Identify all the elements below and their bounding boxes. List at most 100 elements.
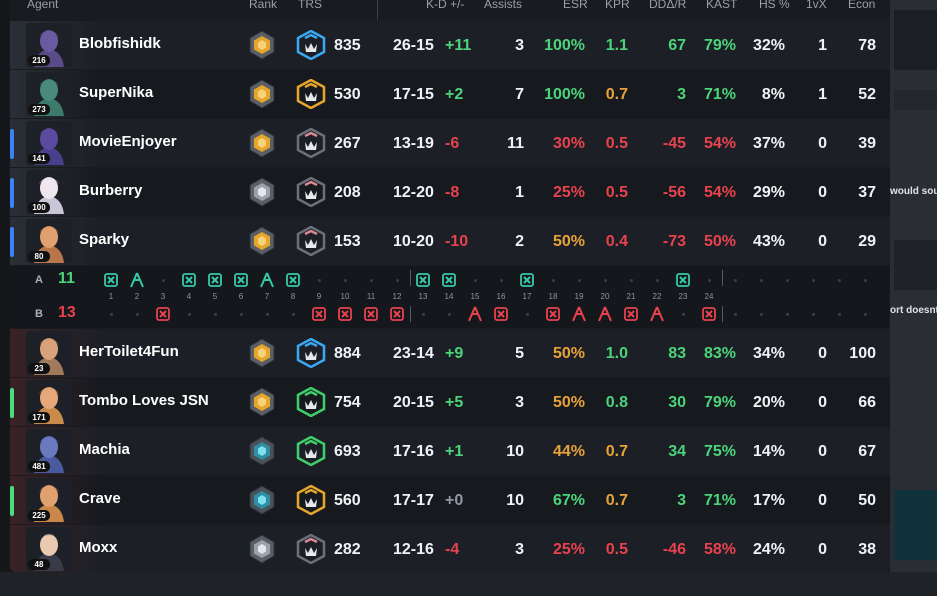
player-row[interactable]: 80 Sparky 153 10-20 -10 2 50% 0.4 -73 50… <box>10 217 890 265</box>
round-empty-dot <box>552 279 555 282</box>
spike-defuse-icon[interactable] <box>467 306 483 322</box>
header-assists[interactable]: Assists <box>484 0 523 11</box>
round-empty-dot <box>630 279 633 282</box>
plus-minus-value: +9 <box>445 345 464 362</box>
elimination-icon[interactable] <box>441 272 457 288</box>
esr-value: 25% <box>552 184 585 201</box>
player-name[interactable]: Moxx <box>79 539 118 556</box>
kpr-value: 1.1 <box>605 37 628 54</box>
round-empty-dot <box>292 313 295 316</box>
half-divider <box>410 270 411 286</box>
kast-value: 71% <box>703 492 736 509</box>
onevx-value: 0 <box>818 443 827 460</box>
player-row[interactable]: 216 Blobfishidk 835 26-15 +11 3 100% 1.1… <box>10 21 890 69</box>
spike-defuse-icon[interactable] <box>597 306 613 322</box>
agent-avatar: 48 <box>26 527 72 571</box>
round-empty-dot <box>136 313 139 316</box>
round-number: 1 <box>108 292 114 301</box>
spike-defuse-icon[interactable] <box>649 306 665 322</box>
player-name[interactable]: MovieEnjoyer <box>79 133 177 150</box>
row-accent <box>10 227 14 257</box>
gold-rank-icon <box>247 128 277 158</box>
plus-minus-value: -4 <box>445 541 460 558</box>
header-kd[interactable]: K-D +/- <box>426 0 465 11</box>
player-row[interactable]: 141 MovieEnjoyer 267 13-19 -6 11 30% 0.5… <box>10 119 890 167</box>
elimination-icon[interactable] <box>207 272 223 288</box>
spike-defuse-icon[interactable] <box>259 272 275 288</box>
player-row[interactable]: 23 HerToilet4Fun 884 23-14 +9 5 50% 1.0 … <box>10 329 890 377</box>
gold-rank-icon <box>247 30 277 60</box>
round-empty-dot <box>812 279 815 282</box>
player-name[interactable]: Blobfishidk <box>79 35 161 52</box>
round-number: 12 <box>392 292 402 301</box>
player-name[interactable]: Sparky <box>79 231 130 248</box>
player-name[interactable]: Crave <box>79 490 121 507</box>
elimination-icon[interactable] <box>155 306 171 322</box>
esr-value: 25% <box>552 541 585 558</box>
header-agent[interactable]: Agent <box>27 0 59 11</box>
player-name[interactable]: Burberry <box>79 182 143 199</box>
elimination-icon[interactable] <box>181 272 197 288</box>
elimination-icon[interactable] <box>337 306 353 322</box>
header-kast[interactable]: KAST <box>706 0 738 11</box>
trs-value: 282 <box>334 541 361 558</box>
header-esr[interactable]: ESR <box>563 0 588 11</box>
player-row[interactable]: 481 Machia 693 17-16 +1 10 44% 0.7 34 75… <box>10 427 890 475</box>
overtime-divider <box>722 270 723 286</box>
round-empty-dot <box>214 313 217 316</box>
spike-defuse-icon[interactable] <box>129 272 145 288</box>
header-hs[interactable]: HS % <box>759 0 790 11</box>
econ-value: 78 <box>858 37 876 54</box>
spike-defuse-icon[interactable] <box>571 306 587 322</box>
kast-value: 71% <box>703 86 736 103</box>
kast-value: 79% <box>703 394 736 411</box>
elimination-icon[interactable] <box>623 306 639 322</box>
elimination-icon[interactable] <box>311 306 327 322</box>
elimination-icon[interactable] <box>285 272 301 288</box>
elimination-icon[interactable] <box>675 272 691 288</box>
player-level-badge: 225 <box>28 510 50 521</box>
elimination-icon[interactable] <box>519 272 535 288</box>
gold-trs-icon <box>295 78 327 110</box>
trs-value: 153 <box>334 233 361 250</box>
elimination-icon[interactable] <box>493 306 509 322</box>
header-econ[interactable]: Econ <box>848 0 876 11</box>
player-row[interactable]: 171 Tombo Loves JSN 754 20-15 +5 3 50% 0… <box>10 378 890 426</box>
dd-value: 34 <box>668 443 686 460</box>
elimination-icon[interactable] <box>701 306 717 322</box>
elimination-icon[interactable] <box>415 272 431 288</box>
player-name[interactable]: SuperNika <box>79 84 154 101</box>
header-dd[interactable]: DDΔ/R <box>649 0 687 11</box>
player-row[interactable]: 273 SuperNika 530 17-15 +2 7 100% 0.7 3 … <box>10 70 890 118</box>
onevx-value: 0 <box>818 345 827 362</box>
elimination-icon[interactable] <box>363 306 379 322</box>
elimination-icon[interactable] <box>545 306 561 322</box>
assists-value: 10 <box>506 443 524 460</box>
agent-avatar: 80 <box>26 219 72 263</box>
elimination-icon[interactable] <box>103 272 119 288</box>
player-level-badge: 141 <box>28 153 50 164</box>
row-background <box>10 21 890 69</box>
kast-value: 50% <box>703 233 736 250</box>
player-name[interactable]: Machia <box>79 441 130 458</box>
round-number: 18 <box>548 292 558 301</box>
player-row[interactable]: 225 Crave 560 17-17 +0 10 67% 0.7 3 71% … <box>10 476 890 524</box>
econ-value: 100 <box>849 345 876 362</box>
platinum-rank-icon <box>247 436 277 466</box>
player-row[interactable]: 100 Burberry 208 12-20 -8 1 25% 0.5 -56 … <box>10 168 890 216</box>
header-divider <box>377 0 378 20</box>
header-rank[interactable]: Rank <box>249 0 278 11</box>
elimination-icon[interactable] <box>233 272 249 288</box>
plus-minus-value: -8 <box>445 184 460 201</box>
player-name[interactable]: HerToilet4Fun <box>79 343 179 360</box>
header-kpr[interactable]: KPR <box>605 0 630 11</box>
row-accent <box>10 178 14 208</box>
player-row[interactable]: 48 Moxx 282 12-16 -4 3 25% 0.5 -46 58% 2… <box>10 525 890 572</box>
dd-value: -45 <box>662 135 686 152</box>
round-empty-dot <box>864 279 867 282</box>
header-onevx[interactable]: 1vX <box>806 0 827 11</box>
player-name[interactable]: Tombo Loves JSN <box>79 392 209 409</box>
elimination-icon[interactable] <box>389 306 405 322</box>
half-divider <box>410 306 411 322</box>
header-trs[interactable]: TRS <box>298 0 322 11</box>
